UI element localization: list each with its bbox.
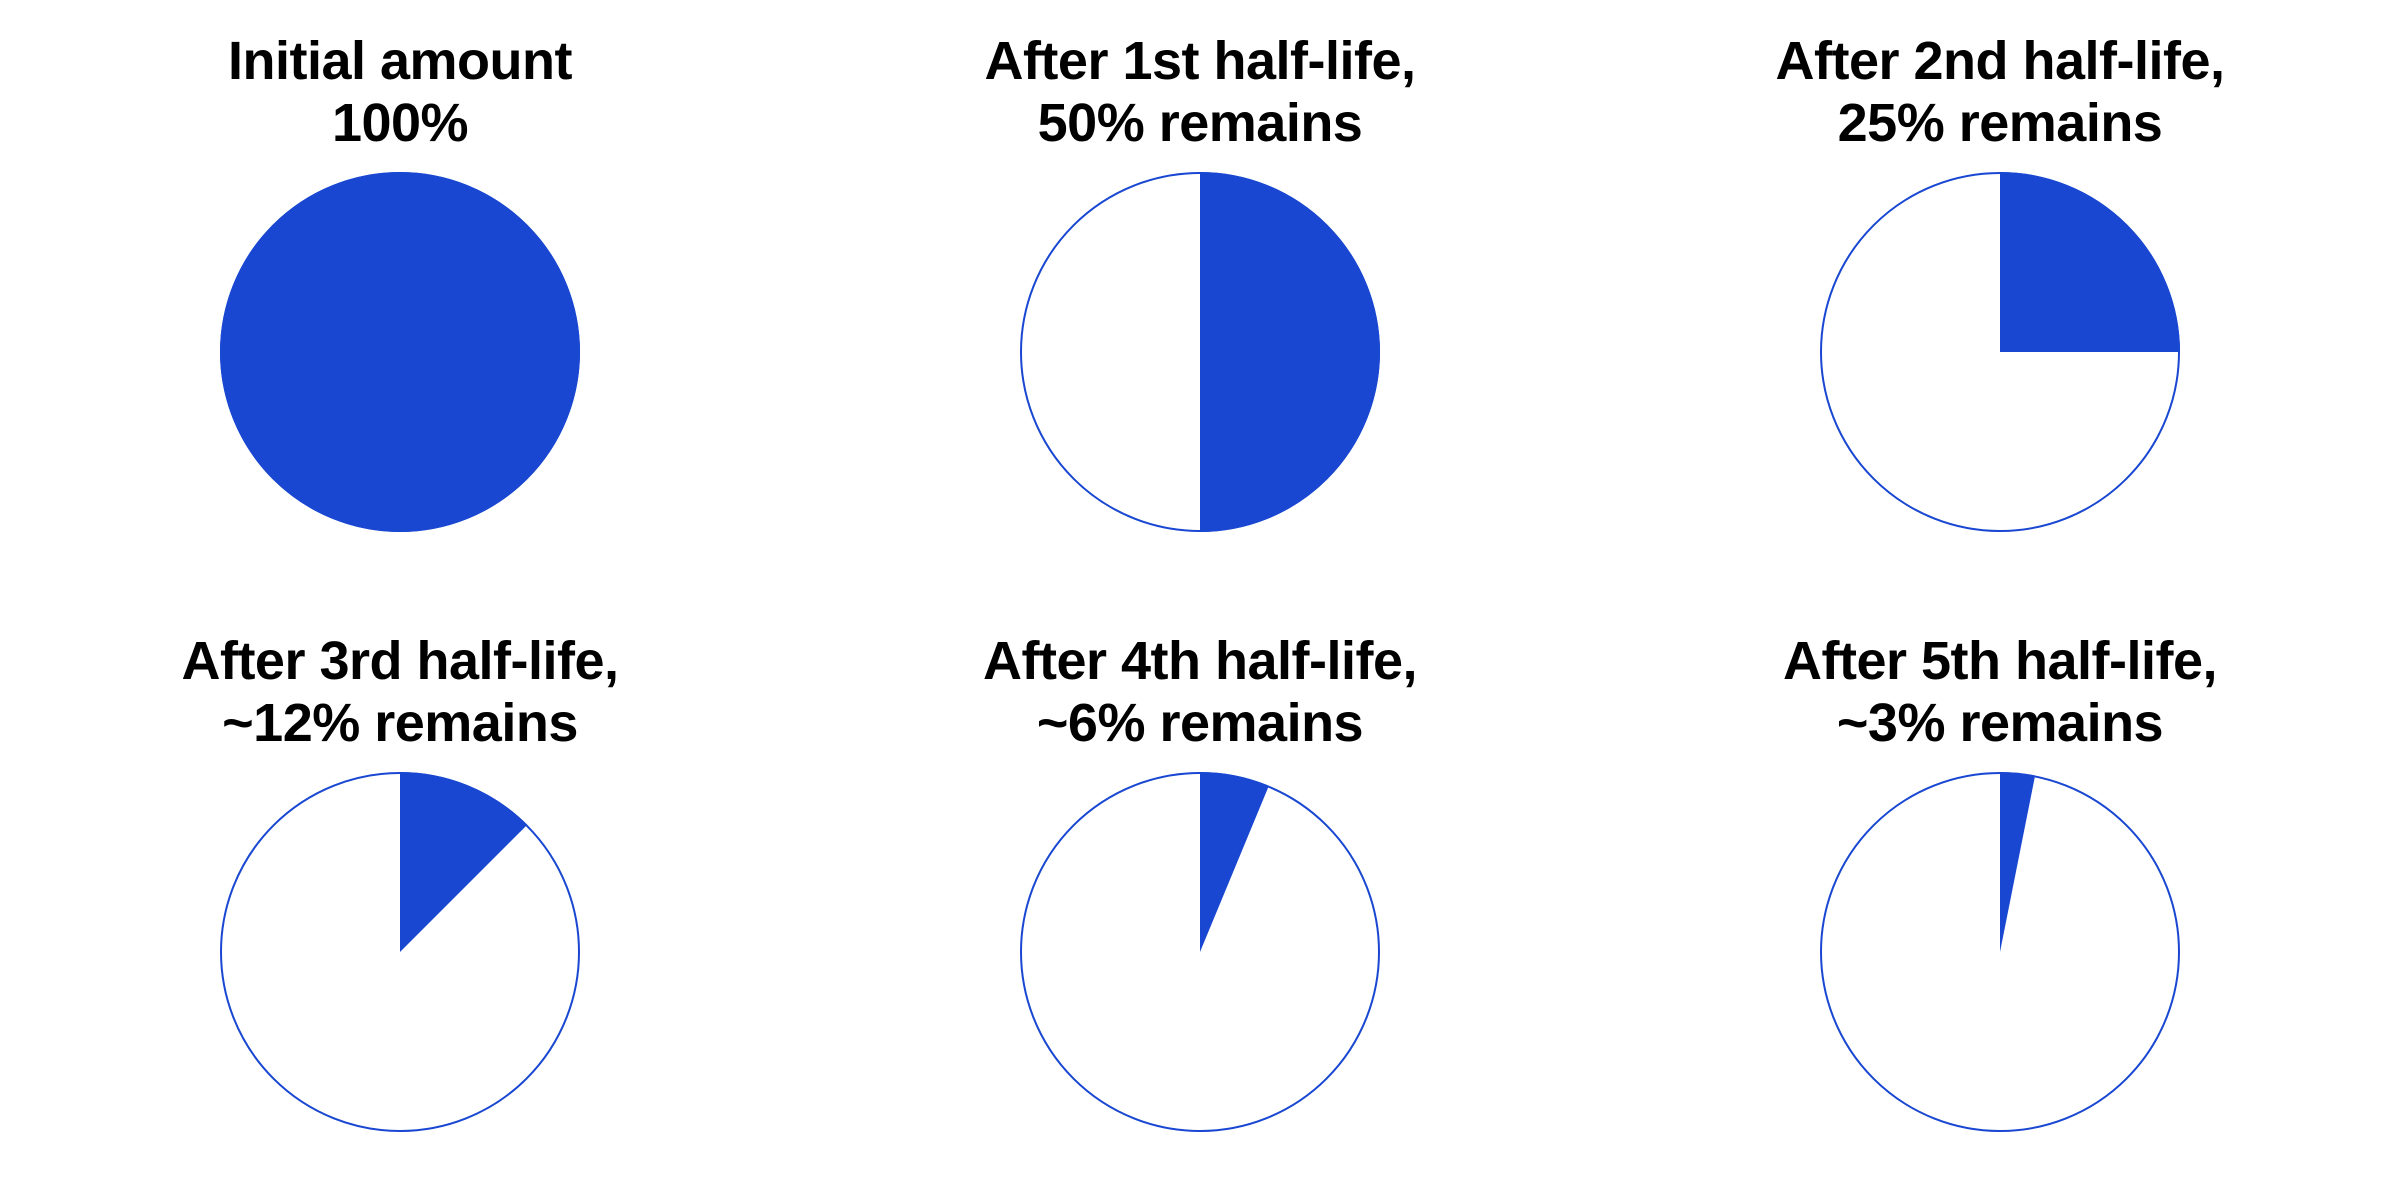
panel-hl5: After 5th half-life, ~3% remains xyxy=(1600,600,2400,1200)
label-line1: After 5th half-life, xyxy=(1783,631,2217,691)
label-line1: After 1st half-life, xyxy=(984,31,1415,91)
pie-chart xyxy=(220,772,580,1132)
label-line2: ~3% remains xyxy=(1837,693,2163,753)
label-line1: Initial amount xyxy=(228,31,572,91)
panel-label: After 1st half-life, 50% remains xyxy=(984,30,1415,154)
pie-hl5 xyxy=(1820,772,2180,1132)
pie-chart xyxy=(1820,172,2180,532)
label-line2: 50% remains xyxy=(1038,93,1363,153)
panel-hl1: After 1st half-life, 50% remains xyxy=(800,0,1600,600)
pie-chart xyxy=(1020,772,1380,1132)
label-line2: 100% xyxy=(332,93,468,153)
half-life-grid: Initial amount 100% After 1st half-life,… xyxy=(0,0,2400,1200)
panel-hl2: After 2nd half-life, 25% remains xyxy=(1600,0,2400,600)
pie-fill xyxy=(220,172,580,532)
pie-hl3 xyxy=(220,772,580,1132)
label-line1: After 2nd half-life, xyxy=(1775,31,2224,91)
pie-chart xyxy=(220,172,580,532)
panel-hl4: After 4th half-life, ~6% remains xyxy=(800,600,1600,1200)
panel-label: After 2nd half-life, 25% remains xyxy=(1775,30,2224,154)
panel-hl0: Initial amount 100% xyxy=(0,0,800,600)
pie-fill xyxy=(1200,172,1380,532)
pie-hl0 xyxy=(220,172,580,532)
pie-hl4 xyxy=(1020,772,1380,1132)
pie-chart xyxy=(1020,172,1380,532)
pie-chart xyxy=(1820,772,2180,1132)
panel-label: After 5th half-life, ~3% remains xyxy=(1783,630,2217,754)
label-line1: After 4th half-life, xyxy=(983,631,1417,691)
label-line2: ~12% remains xyxy=(222,693,578,753)
pie-hl2 xyxy=(1820,172,2180,532)
panel-label: Initial amount 100% xyxy=(228,30,572,154)
label-line2: 25% remains xyxy=(1838,93,2163,153)
label-line2: ~6% remains xyxy=(1037,693,1363,753)
panel-label: After 4th half-life, ~6% remains xyxy=(983,630,1417,754)
panel-label: After 3rd half-life, ~12% remains xyxy=(181,630,618,754)
pie-fill xyxy=(2000,172,2180,352)
pie-hl1 xyxy=(1020,172,1380,532)
label-line1: After 3rd half-life, xyxy=(181,631,618,691)
panel-hl3: After 3rd half-life, ~12% remains xyxy=(0,600,800,1200)
